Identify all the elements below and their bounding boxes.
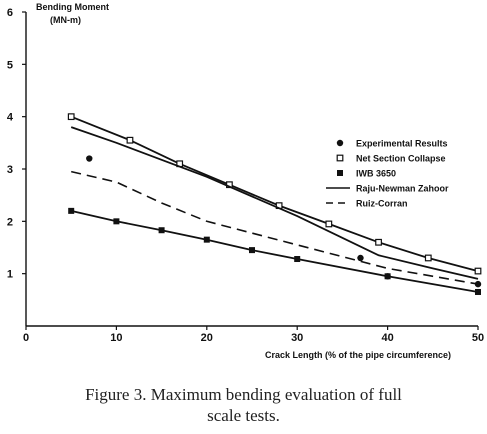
x-axis-title: Crack Length (% of the pipe circumferenc… bbox=[265, 350, 451, 360]
series-line-raju-newman-zahoor bbox=[70, 126, 479, 280]
legend-item: Ruiz-Corran bbox=[326, 199, 408, 209]
y-tick-label: 2 bbox=[7, 216, 13, 228]
series-iwb-3650 bbox=[68, 207, 481, 295]
data-point-iwb-3650 bbox=[68, 207, 75, 214]
x-tick-label: 0 bbox=[23, 332, 29, 344]
data-point-net-section-collapse bbox=[424, 254, 432, 262]
legend-marker bbox=[336, 154, 344, 162]
data-point-experimental-results bbox=[474, 280, 482, 288]
data-point-iwb-3650 bbox=[475, 288, 481, 295]
data-point-net-section-collapse bbox=[325, 220, 333, 228]
data-point-iwb-3650 bbox=[158, 227, 165, 234]
data-point-net-section-collapse bbox=[375, 238, 382, 246]
chart: 0 10 20 30 40 50 1 2 3 4 5 6 Experimental Results Ne… bbox=[7, 2, 484, 360]
y-tick-label: 4 bbox=[7, 112, 14, 124]
x-tick-label: 40 bbox=[381, 332, 393, 344]
data-point-iwb-3650 bbox=[249, 247, 255, 254]
data-point-iwb-3650 bbox=[203, 236, 210, 243]
legend-label: Net Section Collapse bbox=[356, 154, 446, 164]
caption-line-1: Figure 3. Maximum bending evaluation of … bbox=[85, 385, 402, 404]
y-tick-label: 5 bbox=[7, 59, 13, 71]
legend-item: Net Section Collapse bbox=[336, 154, 446, 164]
legend-marker bbox=[336, 139, 344, 147]
data-point-net-section-collapse bbox=[474, 267, 482, 275]
series-line-iwb-3650 bbox=[70, 210, 479, 293]
series-net-section-collapse bbox=[67, 113, 482, 275]
data-point-iwb-3650 bbox=[113, 218, 120, 225]
x-tick-label: 10 bbox=[110, 332, 122, 344]
y-axis-title-line2: (MN-m) bbox=[50, 15, 81, 25]
data-point-iwb-3650 bbox=[294, 256, 301, 263]
data-point-net-section-collapse bbox=[126, 136, 134, 144]
series-raju-newman-zahoor bbox=[70, 126, 479, 280]
x-tick-label: 20 bbox=[201, 332, 213, 344]
legend: Experimental Results Net Section Collapse… bbox=[326, 139, 449, 209]
series-layer bbox=[67, 113, 482, 295]
data-point-iwb-3650 bbox=[384, 273, 391, 280]
x-tick-label: 50 bbox=[472, 332, 484, 344]
axes: 0 10 20 30 40 50 1 2 3 4 5 6 bbox=[7, 7, 484, 344]
data-point-experimental-results bbox=[357, 254, 364, 262]
figure-caption: Figure 3. Maximum bending evaluation of … bbox=[0, 384, 487, 426]
y-tick-label: 1 bbox=[7, 269, 13, 281]
legend-label: Ruiz-Corran bbox=[356, 199, 408, 209]
legend-label: Raju-Newman Zahoor bbox=[356, 184, 449, 194]
y-tick-label: 3 bbox=[7, 164, 13, 176]
caption-line-2: scale tests. bbox=[207, 406, 280, 425]
data-point-net-section-collapse bbox=[67, 113, 75, 121]
legend-item: Raju-Newman Zahoor bbox=[326, 184, 449, 194]
legend-label: IWB 3650 bbox=[356, 169, 396, 179]
legend-item: Experimental Results bbox=[336, 139, 448, 149]
series-line-ruiz-corran bbox=[71, 170, 479, 285]
legend-item: IWB 3650 bbox=[337, 169, 396, 179]
y-axis-title-line1: Bending Moment bbox=[36, 2, 109, 12]
legend-label: Experimental Results bbox=[356, 139, 448, 149]
series-ruiz-corran bbox=[71, 170, 479, 285]
x-tick-label: 30 bbox=[291, 332, 303, 344]
data-point-experimental-results bbox=[86, 155, 93, 162]
y-tick-label: 6 bbox=[7, 7, 13, 19]
series-experimental-results bbox=[86, 155, 482, 288]
legend-marker bbox=[337, 170, 343, 176]
